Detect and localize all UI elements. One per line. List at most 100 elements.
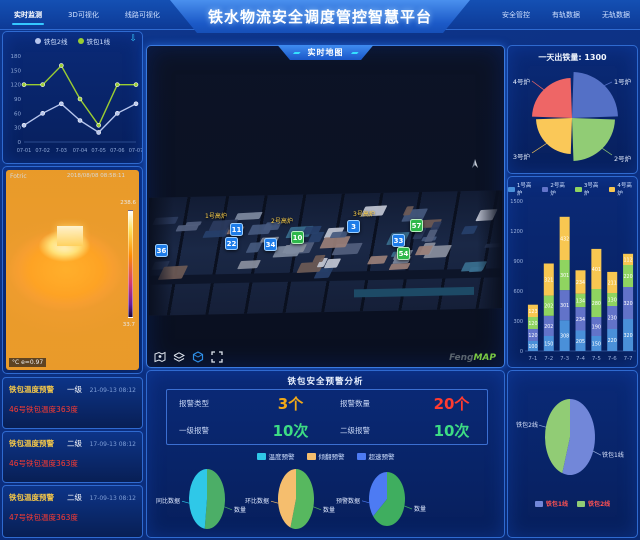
top-header: 实时监测 3D可视化 线路可视化 铁水物流安全调度管控智慧平台 安全管控 有轨数据 无轨… <box>0 0 640 33</box>
line-share-pie-chart: 铁包1线 铁包2线 <box>516 399 624 475</box>
legend-item[interactable]: 铁包1线 <box>77 36 110 46</box>
map-furnace-label: 3号高炉 <box>353 211 375 218</box>
map-building <box>461 261 488 272</box>
alarm-stats-box: 报警类型 3个 报警数量 20个 一级报警 10次 二级报警 10次 <box>166 389 488 445</box>
alarm-card[interactable]: 铁包温度预警 二级 17-09-13 08:12 46号铁包温度363度 <box>2 431 143 483</box>
fullscreen-icon[interactable] <box>211 351 223 363</box>
map-panel: 实时地图 1号高炉 2号高炉 3号高炉 36 11 22 34 10 3 57 33 54 <box>146 45 505 368</box>
map-marker-3[interactable]: 3 <box>347 220 360 233</box>
legend-item[interactable]: 超速预警 <box>356 451 395 461</box>
svg-text:90: 90 <box>14 97 21 103</box>
map-marker-22[interactable]: 22 <box>225 237 238 250</box>
nav-right: 安全管控 有轨数据 无轨数据 <box>502 0 630 30</box>
svg-text:300: 300 <box>513 319 523 325</box>
pie-slice <box>544 399 570 474</box>
alarm-message: 46号铁包温度363度 <box>9 405 78 414</box>
legend-item[interactable]: 1号高炉 <box>508 181 537 197</box>
svg-text:0: 0 <box>520 349 523 355</box>
map-marker-33[interactable]: 33 <box>392 234 405 247</box>
map-building <box>184 221 202 227</box>
alarm-time: 21-09-13 08:12 <box>89 387 136 394</box>
alarm-time: 17-09-13 08:12 <box>89 441 136 448</box>
map-building <box>316 257 329 267</box>
cube-3d-icon[interactable] <box>192 351 204 363</box>
map-marker-54[interactable]: 54 <box>397 247 410 260</box>
svg-text:301: 301 <box>560 273 569 279</box>
svg-text:123: 123 <box>528 309 537 315</box>
nav-item[interactable]: 线路可视化 <box>124 11 160 19</box>
svg-text:120: 120 <box>11 83 22 89</box>
map-marker-36[interactable]: 36 <box>155 244 168 257</box>
nav-item[interactable]: 3D可视化 <box>68 11 99 19</box>
map-mode-icon[interactable] <box>154 351 166 363</box>
legend-item[interactable]: 铁包2线 <box>34 36 68 46</box>
map-furnace-label: 1号高炉 <box>205 213 227 220</box>
nav-item[interactable]: 安全管控 <box>502 11 530 19</box>
map-dock <box>353 286 474 298</box>
furnace-bar-panel: 1号高炉 2号高炉 3号高炉 4号高炉 0 300 600 900 1200 1500 100 12… <box>507 176 638 368</box>
alarm-card[interactable]: 铁包温度预警 一级 21-09-13 08:12 46号铁包温度363度 <box>2 377 143 429</box>
button-decoration <box>350 51 359 54</box>
nav-item[interactable]: 有轨数据 <box>552 11 580 19</box>
map-building <box>285 242 301 255</box>
svg-text:112: 112 <box>623 257 632 263</box>
map-building <box>151 260 171 270</box>
furnace-stacked-bar-chart: 0 300 600 900 1200 1500 100 120 120 123 7-1 150 202 2… <box>510 199 636 362</box>
svg-text:600: 600 <box>513 289 523 295</box>
pie-slice <box>278 469 296 528</box>
legend-item[interactable]: 铁包2线 <box>577 499 610 508</box>
stat-value-3: 10次 <box>433 422 470 440</box>
stat-value-1: 20个 <box>433 395 470 413</box>
map-building <box>331 242 363 256</box>
alarm-title: 铁包温度预警 <box>9 439 54 448</box>
map-building <box>152 216 179 225</box>
realtime-map-button[interactable]: 实时地图 <box>277 45 374 60</box>
pie-slice <box>562 399 595 475</box>
pie-slice <box>204 469 226 529</box>
legend-item[interactable]: 4号高炉 <box>608 181 638 197</box>
svg-text:30: 30 <box>14 126 21 132</box>
svg-text:7-5: 7-5 <box>592 356 601 362</box>
thermal-hotspot <box>56 226 83 246</box>
rose-slice <box>572 72 618 118</box>
map-marker-11[interactable]: 11 <box>230 223 243 236</box>
thermal-camera-panel: Fotric 2018/08/08 08:58:11 238.6 33.7 °C… <box>2 166 143 374</box>
map-marker-10[interactable]: 10 <box>291 231 304 244</box>
svg-text:1500: 1500 <box>510 199 523 205</box>
svg-text:2号炉: 2号炉 <box>614 154 632 163</box>
map-building <box>429 221 443 231</box>
nav-item[interactable]: 无轨数据 <box>602 11 630 19</box>
svg-text:数量: 数量 <box>414 505 426 513</box>
alarm-level: 二级 <box>67 493 82 502</box>
factory-map-strip[interactable] <box>149 190 502 316</box>
svg-text:1200: 1200 <box>510 229 523 235</box>
nav-item[interactable]: 实时监测 <box>12 6 44 25</box>
map-building <box>234 211 264 221</box>
map-building <box>402 206 414 216</box>
legend-item[interactable]: 温度预警 <box>256 451 295 461</box>
legend-item[interactable]: 3号高炉 <box>575 181 604 197</box>
map-marker-57[interactable]: 57 <box>410 219 423 232</box>
download-icon[interactable]: ⇩ <box>129 34 137 44</box>
svg-text:铁包2线: 铁包2线 <box>516 421 538 429</box>
svg-text:07-04: 07-04 <box>73 148 88 154</box>
map-building <box>414 245 433 256</box>
rose-slice <box>536 118 572 154</box>
map-building <box>366 255 389 265</box>
layers-icon[interactable] <box>173 351 185 363</box>
svg-text:07-07: 07-07 <box>129 148 142 154</box>
line-chart-panel: 铁包2线 铁包1线 ⇩ 0 30 60 90 120 150 180 07-01 07-02 7-0… <box>2 31 143 164</box>
svg-text:150: 150 <box>592 342 601 348</box>
legend-item[interactable]: 铁包1线 <box>534 499 568 508</box>
temperature-max: 238.6 <box>120 200 136 206</box>
svg-text:202: 202 <box>544 304 553 310</box>
legend-item[interactable]: 倾翻预警 <box>306 451 345 461</box>
svg-text:数量: 数量 <box>323 506 335 514</box>
alarm-card[interactable]: 铁包温度预警 二级 17-09-13 08:12 47号铁包温度363度 <box>2 485 143 538</box>
map-marker-34[interactable]: 34 <box>264 238 277 251</box>
alarm-message: 46号铁包温度363度 <box>9 459 78 468</box>
svg-text:205: 205 <box>576 339 585 345</box>
legend-item[interactable]: 2号高炉 <box>541 181 571 197</box>
svg-text:7-3: 7-3 <box>560 356 569 362</box>
